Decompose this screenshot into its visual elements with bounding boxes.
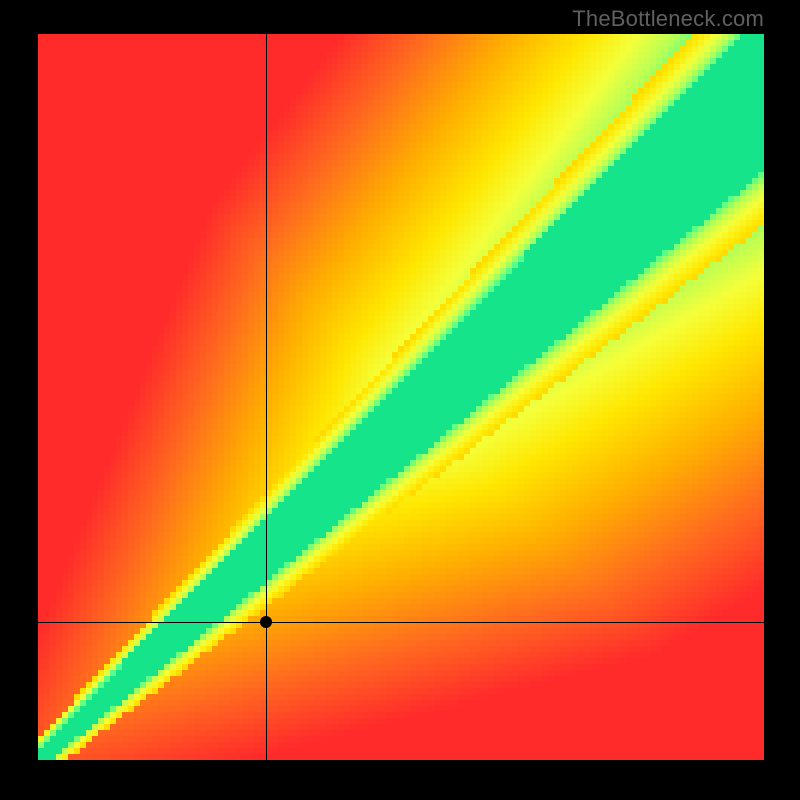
marker-dot bbox=[260, 616, 272, 628]
heatmap-frame bbox=[38, 34, 764, 760]
heatmap-canvas bbox=[38, 34, 764, 760]
watermark-text: TheBottleneck.com bbox=[572, 6, 764, 32]
crosshair-vertical bbox=[266, 34, 267, 760]
crosshair-horizontal bbox=[38, 622, 764, 623]
